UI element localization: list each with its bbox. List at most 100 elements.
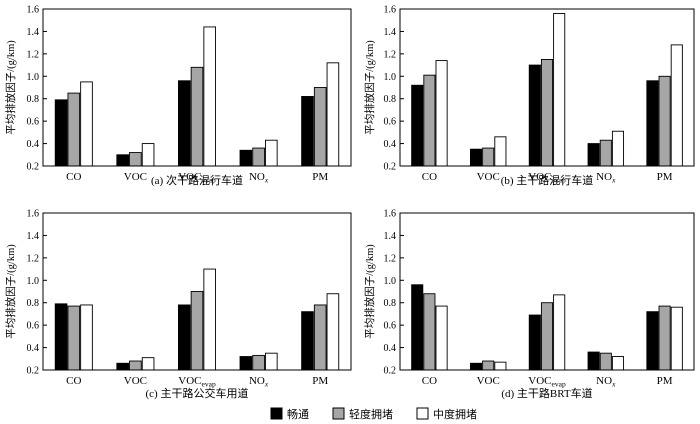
y-tick-label: 0.8 <box>27 298 40 309</box>
category-label: CO <box>66 375 81 387</box>
bar-co-series-2 <box>67 305 81 371</box>
category-label: PM <box>312 375 328 387</box>
bar-voc-series-3 <box>141 143 155 167</box>
plot-frame <box>42 212 352 371</box>
bar-no-x-series-1 <box>239 149 253 167</box>
y-tick-label: 1.6 <box>384 209 397 220</box>
category-label: CO <box>422 171 437 183</box>
bar-voc-series-1 <box>469 148 483 167</box>
category-label: VOC <box>124 375 147 387</box>
y-tick-label: 1.0 <box>27 276 40 287</box>
bar-pm-series-1 <box>301 96 314 167</box>
bar-voc-series-2 <box>129 152 142 167</box>
y-tick-label: 1.2 <box>384 49 397 60</box>
legend: 畅通 轻度拥堵 中度拥堵 <box>270 407 477 421</box>
chart-panels: 0.2 0.4 0.6 0.8 1.0 1.2 1.4 1.6 CO VOC VOCevap NOx P… <box>4 5 695 400</box>
category-label: VOCevap <box>528 375 566 389</box>
y-tick-label: 1.0 <box>27 72 40 83</box>
bar-pm-series-2 <box>658 305 671 371</box>
y-tick-label: 0.4 <box>384 139 397 150</box>
bar-co-series-2 <box>67 92 81 167</box>
y-tick-label: 1.4 <box>27 27 40 38</box>
bar-voc-series-1 <box>116 362 129 371</box>
bar-no-x-series-2 <box>599 139 612 167</box>
bar-voc-evap-series-3 <box>553 294 566 371</box>
bar-voc-evap-series-1 <box>528 314 541 371</box>
y-tick-label: 0.2 <box>27 366 40 377</box>
y-tick-label: 1.2 <box>384 253 397 264</box>
bar-co-series-1 <box>411 84 424 167</box>
bar-pm-series-3 <box>326 293 340 371</box>
category-label: PM <box>657 171 673 183</box>
y-tick-label: 1.6 <box>27 209 40 220</box>
bar-co-series-2 <box>423 293 436 371</box>
bar-pm-series-2 <box>313 304 327 371</box>
category-label: VOCevap <box>178 171 216 185</box>
category-label: NOx <box>249 375 269 389</box>
bar-co-series-1 <box>54 99 68 167</box>
y-tick-label: 0.4 <box>27 139 40 150</box>
panel-caption: (b) 主干路混行车道 <box>501 173 594 187</box>
y-tick-label: 0.2 <box>384 366 397 377</box>
bar-no-x-series-3 <box>611 356 625 371</box>
plot-frame <box>399 212 695 371</box>
bar-pm-series-3 <box>326 62 340 167</box>
bar-voc-evap-series-1 <box>177 304 191 371</box>
chart-panel-b: 0.2 0.4 0.6 0.8 1.0 1.2 1.4 1.6 CO VOC VOCevap NOx P… <box>363 5 695 187</box>
y-tick-label: 1.6 <box>384 5 397 16</box>
legend-label-2: 轻度拥堵 <box>349 407 393 421</box>
category-label: VOC <box>124 171 147 183</box>
category-label: CO <box>66 171 81 183</box>
y-tick-label: 0.6 <box>27 117 40 128</box>
bar-pm-series-1 <box>646 311 659 371</box>
panel-caption: (c) 主干路公交车用道 <box>146 386 249 400</box>
category-label: PM <box>657 375 673 387</box>
category-label: VOC <box>477 375 500 387</box>
category-label: VOCevap <box>528 171 566 185</box>
plot-frame <box>399 8 695 167</box>
bar-voc-evap-series-2 <box>190 291 204 371</box>
category-label: NOx <box>596 171 616 185</box>
chart-panel-a: 0.2 0.4 0.6 0.8 1.0 1.2 1.4 1.6 CO VOC VOCevap NOx P… <box>4 5 352 187</box>
bar-voc-evap-series-2 <box>540 59 554 167</box>
y-tick-label: 1.4 <box>27 231 40 242</box>
y-tick-label: 0.2 <box>384 162 397 173</box>
panel-caption: (d) 主干路BRT车道 <box>501 386 592 400</box>
legend-swatch-1 <box>270 407 283 420</box>
category-label: VOCevap <box>178 375 216 389</box>
bar-no-x-series-1 <box>239 356 253 371</box>
bar-no-x-series-1 <box>587 143 600 167</box>
bar-voc-series-2 <box>482 147 495 167</box>
y-tick-label: 1.0 <box>384 72 397 83</box>
y-tick-label: 1.6 <box>27 5 40 16</box>
bar-co-series-1 <box>411 284 424 371</box>
bar-voc-series-3 <box>494 361 507 371</box>
bar-voc-evap-series-2 <box>540 302 554 371</box>
chart-panel-c: 0.2 0.4 0.6 0.8 1.0 1.2 1.4 1.6 CO VOC VOCevap NOx P… <box>4 209 352 400</box>
chart-panel-d: 0.2 0.4 0.6 0.8 1.0 1.2 1.4 1.6 CO VOC VOCevap NOx P… <box>363 209 695 400</box>
bar-voc-series-3 <box>494 136 507 167</box>
bar-co-series-3 <box>435 60 448 167</box>
y-tick-label: 1.4 <box>384 27 397 38</box>
bar-co-series-3 <box>80 304 93 371</box>
y-tick-label: 0.8 <box>27 94 40 105</box>
legend-label-1: 畅通 <box>287 407 309 421</box>
bar-voc-series-1 <box>116 154 129 167</box>
bar-voc-evap-series-1 <box>528 64 541 167</box>
bar-pm-series-3 <box>670 306 683 371</box>
plot-frame <box>42 8 352 167</box>
legend-swatch-2 <box>332 407 345 420</box>
y-tick-label: 1.4 <box>384 231 397 242</box>
y-axis-label: 平均排放因子/(g/km) <box>363 244 376 339</box>
y-tick-label: 0.2 <box>27 162 40 173</box>
y-tick-label: 0.6 <box>384 321 397 332</box>
bar-voc-evap-series-2 <box>190 66 204 167</box>
bar-no-x-series-1 <box>587 351 600 371</box>
bar-pm-series-1 <box>646 80 659 167</box>
y-tick-label: 1.0 <box>384 276 397 287</box>
y-tick-label: 1.2 <box>27 49 40 60</box>
bar-voc-series-3 <box>141 357 155 371</box>
bar-no-x-series-2 <box>599 352 612 371</box>
category-label: CO <box>422 375 437 387</box>
